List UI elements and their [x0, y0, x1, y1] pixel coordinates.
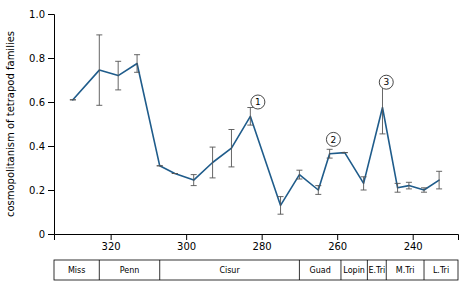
error-bar — [70, 99, 76, 100]
error-bar — [172, 173, 178, 174]
y-tick: 1.0 — [29, 9, 54, 20]
x-tick-mark — [262, 234, 263, 240]
annotation-circle — [326, 132, 340, 146]
x-tick: 280 — [253, 234, 272, 252]
y-tick-mark — [48, 58, 54, 59]
y-tick: 0 — [39, 229, 54, 240]
period-label: M.Tri — [396, 266, 415, 275]
period-label: L.Tri — [433, 266, 449, 275]
period-divider — [424, 260, 425, 280]
y-tick: 0.2 — [29, 185, 54, 196]
x-tick-mark — [337, 234, 338, 240]
annotation: 3 — [379, 75, 393, 89]
period-label: Miss — [68, 266, 85, 275]
annotation: 1 — [251, 95, 265, 109]
error-bar — [157, 165, 163, 166]
period-row: Miss Penn Cisur Guad LopinE.Tri M.Tri L.Tri — [54, 260, 458, 280]
error-bar — [228, 130, 234, 167]
x-tick-mark — [413, 234, 414, 240]
y-tick-mark — [48, 102, 54, 103]
error-bar — [361, 177, 367, 190]
annotation-label: 2 — [331, 135, 337, 145]
error-bar — [342, 152, 348, 153]
period-box — [54, 260, 458, 280]
y-tick: 0.4 — [29, 141, 54, 152]
plot: 0 0.2 0.4 0.6 0.8 1.0 320 300 280 260 240 cosmopoli… — [5, 9, 459, 280]
error-bar — [247, 108, 253, 126]
y-tick-mark — [48, 146, 54, 147]
x-tick-label: 320 — [102, 241, 121, 252]
annotations: 1 2 3 — [251, 75, 393, 146]
y-tick-label: 0 — [39, 229, 45, 240]
x-tick-label: 240 — [404, 241, 423, 252]
period-label: Guad — [310, 266, 331, 275]
x-axis-line — [55, 235, 459, 241]
error-bar — [315, 186, 321, 195]
y-tick: 0.6 — [29, 97, 54, 108]
error-bar — [191, 175, 197, 186]
period-label: Lopin — [343, 266, 365, 275]
y-tick-mark — [48, 14, 54, 15]
error-bar — [210, 147, 216, 178]
y-tick-mark — [48, 190, 54, 191]
error-bar — [115, 61, 121, 90]
period-divider — [299, 260, 300, 280]
y-tick-label: 0.4 — [29, 141, 45, 152]
annotation-label: 1 — [255, 97, 261, 107]
period-divider — [340, 260, 341, 280]
annotation-circle — [251, 95, 265, 109]
y-axis-line — [48, 15, 55, 235]
y-tick-label: 1.0 — [29, 9, 45, 20]
annotation: 2 — [326, 132, 340, 146]
x-tick-label: 280 — [253, 241, 272, 252]
x-tick-label: 260 — [328, 241, 347, 252]
error-bar — [296, 170, 302, 179]
y-tick-label: 0.8 — [29, 53, 45, 64]
period-label: E.Tri — [368, 266, 385, 275]
x-tick: 240 — [404, 234, 423, 252]
x-tick: 260 — [328, 234, 347, 252]
error-bar — [421, 188, 427, 192]
error-bar — [406, 182, 412, 189]
y-axis-title: cosmopolitanism of tetrapod families — [5, 31, 16, 217]
x-tick-mark — [111, 234, 112, 240]
period-divider — [159, 260, 160, 280]
y-tick-mark — [48, 234, 54, 235]
y-tick-label: 0.2 — [29, 185, 45, 196]
x-tick: 320 — [102, 234, 121, 252]
data-layer — [70, 35, 442, 214]
period-divider — [99, 260, 100, 280]
error-bar — [134, 55, 140, 73]
y-tick-label: 0.6 — [29, 97, 45, 108]
error-bar — [278, 197, 284, 215]
x-tick-mark — [186, 234, 187, 240]
period-label: Penn — [120, 266, 140, 275]
y-axis: 0 0.2 0.4 0.6 0.8 1.0 — [29, 9, 54, 240]
x-axis: 320 300 280 260 240 — [55, 234, 459, 252]
line — [73, 64, 439, 206]
error-bar — [395, 183, 401, 192]
period-label: Cisur — [219, 266, 240, 275]
period-divider — [386, 260, 387, 280]
error-bar — [436, 171, 442, 189]
y-tick: 0.8 — [29, 53, 54, 64]
annotation-label: 3 — [383, 77, 389, 87]
error-bar — [327, 149, 333, 158]
x-tick-label: 300 — [177, 241, 196, 252]
chart: 0 0.2 0.4 0.6 0.8 1.0 320 300 280 260 240 cosmopoli… — [0, 0, 474, 306]
error-bar — [96, 35, 102, 105]
annotation-circle — [379, 75, 393, 89]
x-tick: 300 — [177, 234, 196, 252]
